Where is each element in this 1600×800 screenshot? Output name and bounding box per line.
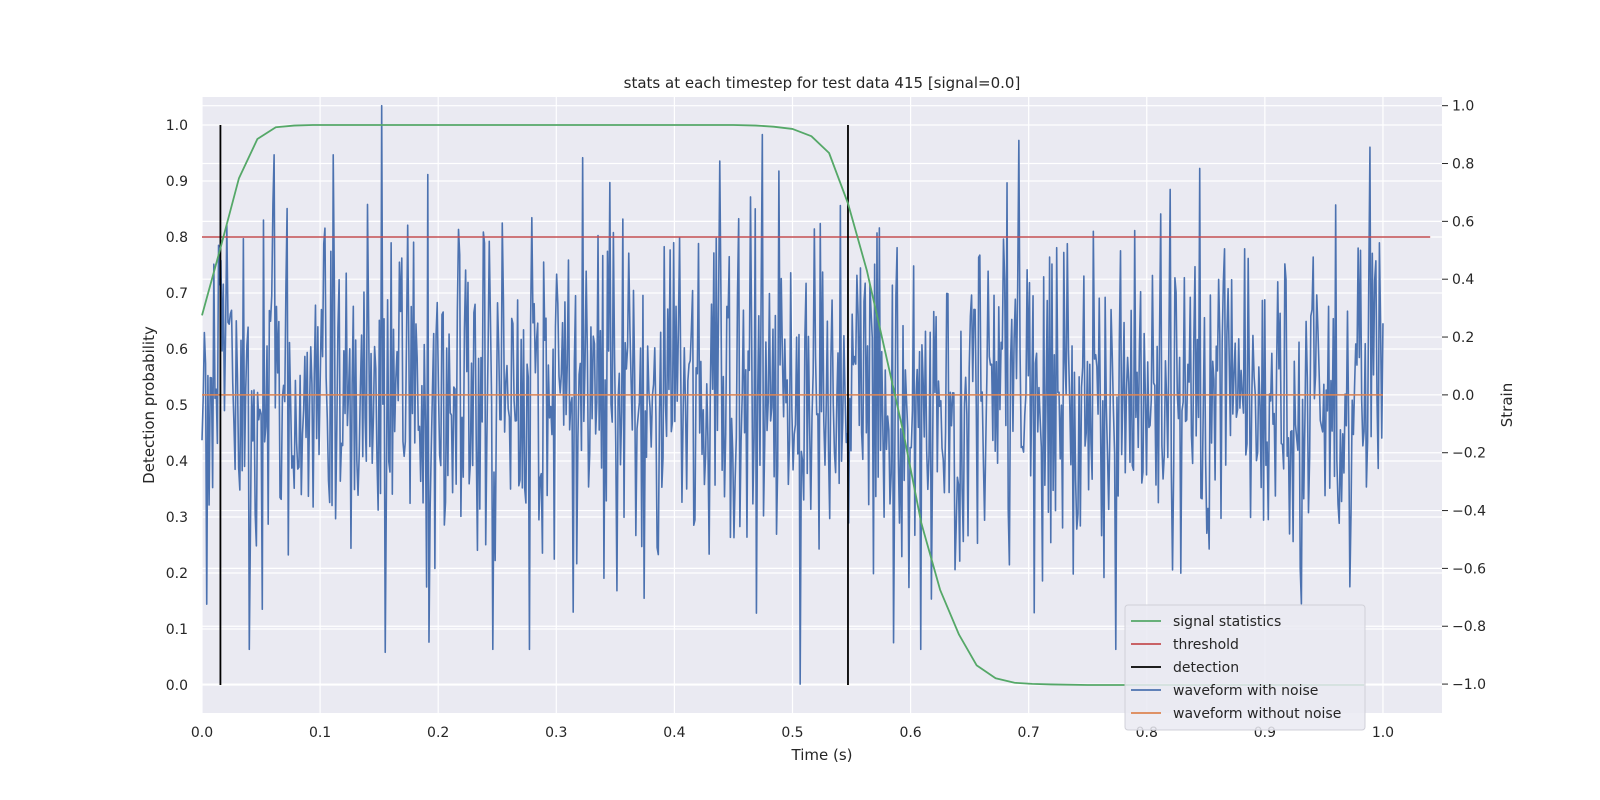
- x-axis-label: Time (s): [791, 746, 853, 764]
- y-tick-label-right: 0.8: [1452, 157, 1474, 173]
- y-tick-label-left: 0.8: [166, 230, 188, 246]
- legend-label: waveform without noise: [1173, 706, 1341, 722]
- legend-box: [1124, 604, 1366, 731]
- y-tick-label-right: −0.8: [1452, 619, 1486, 635]
- x-tick-label: 0.5: [781, 725, 803, 741]
- legend: signal statistics threshold detection wavef…: [1124, 604, 1366, 731]
- x-tick-label: 0.0: [191, 725, 213, 741]
- x-tick-label: 0.2: [427, 725, 449, 741]
- y-tick-label-left: 1.0: [166, 118, 188, 134]
- y-tick-label-right: −0.2: [1452, 446, 1486, 462]
- series-line-waveform-with-noise: [201, 104, 1384, 685]
- series-line-signal-statistics: [201, 124, 1365, 686]
- legend-label: signal statistics: [1173, 614, 1281, 630]
- legend-label: waveform with noise: [1173, 683, 1318, 699]
- y-tick-label-right: 0.0: [1452, 388, 1474, 404]
- y-tick-label-right: 0.2: [1452, 330, 1474, 346]
- y-axis-label-left: Detection probability: [140, 326, 158, 484]
- y-tick-label-left: 0.7: [166, 286, 188, 302]
- x-tick-label: 1.0: [1372, 725, 1394, 741]
- chart-title: stats at each timestep for test data 415…: [624, 74, 1021, 92]
- y-tick-label-left: 0.2: [166, 566, 188, 582]
- y-tick-label-left: 0.5: [166, 398, 188, 414]
- y-tick-label-left: 0.9: [166, 174, 188, 190]
- y-tick-label-left: 0.6: [166, 342, 188, 358]
- y-tick-label-left: 0.0: [166, 678, 188, 694]
- y-tick-label-right: −0.6: [1452, 561, 1486, 577]
- y-tick-label-left: 0.4: [166, 454, 188, 470]
- y-tick-label-left: 0.3: [166, 510, 188, 526]
- y-tick-label-right: 0.4: [1452, 272, 1474, 288]
- y-tick-label-right: −0.4: [1452, 504, 1486, 520]
- x-tick-label: 0.1: [309, 725, 331, 741]
- legend-label: detection: [1173, 660, 1239, 676]
- x-tick-label: 0.6: [899, 725, 921, 741]
- y-tick-label-right: −1.0: [1452, 677, 1486, 693]
- x-tick-label: 0.3: [545, 725, 567, 741]
- ticks: 0.0 0.1 0.2 0.3 0.4 0.5 0.6 0.7 0.8 0.9 1.0 0.0 0.1 0…: [166, 99, 1486, 741]
- y-tick-label-right: 0.6: [1452, 214, 1474, 230]
- y-tick-label-right: 1.0: [1452, 99, 1474, 115]
- x-tick-label: 0.7: [1018, 725, 1040, 741]
- y-tick-label-left: 0.1: [166, 622, 188, 638]
- legend-label: threshold: [1173, 637, 1239, 653]
- x-tick-label: 0.4: [663, 725, 685, 741]
- y-axis-label-right: Strain: [1498, 383, 1516, 427]
- series-layer: [201, 104, 1431, 686]
